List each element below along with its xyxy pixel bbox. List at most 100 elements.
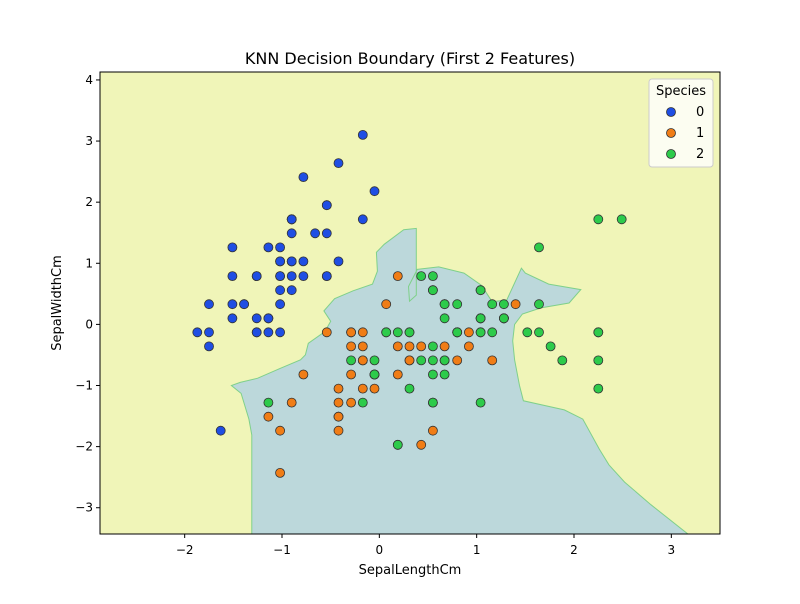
data-point-species-2	[593, 214, 604, 225]
data-point-species-0	[357, 129, 368, 140]
data-point-species-0	[333, 158, 344, 169]
data-point-species-1	[333, 383, 344, 394]
data-point-species-2	[427, 271, 438, 282]
data-point-species-0	[239, 299, 250, 310]
x-axis-label: SepalLengthCm	[359, 563, 462, 578]
data-point-species-2	[357, 397, 368, 408]
data-point-species-0	[251, 327, 262, 338]
y-tick-label: −3	[75, 501, 93, 515]
data-point-species-2	[369, 355, 380, 366]
data-point-species-2	[404, 383, 415, 394]
data-point-species-2	[534, 242, 544, 253]
data-point-species-2	[404, 327, 415, 338]
data-point-species-2	[427, 341, 438, 352]
data-point-species-0	[275, 256, 286, 267]
data-point-species-0	[227, 271, 238, 282]
data-point-species-0	[275, 271, 286, 282]
data-point-species-2	[616, 214, 627, 225]
data-point-species-0	[192, 327, 203, 338]
data-point-species-0	[275, 285, 286, 296]
data-point-species-2	[381, 327, 392, 338]
data-point-species-2	[498, 299, 509, 310]
data-point-species-1	[452, 355, 463, 366]
data-point-species-1	[404, 355, 415, 366]
x-tick-label: −2	[176, 543, 194, 557]
data-point-species-1	[275, 425, 286, 436]
data-point-species-1	[333, 397, 344, 408]
data-point-species-1	[392, 271, 403, 282]
data-point-species-1	[463, 341, 474, 352]
data-point-species-0	[298, 271, 309, 282]
data-point-species-2	[346, 355, 357, 366]
data-point-species-1	[392, 369, 403, 380]
data-point-species-0	[298, 256, 309, 267]
data-point-species-0	[263, 327, 274, 338]
data-point-species-0	[251, 313, 262, 324]
data-point-species-1	[346, 369, 357, 380]
data-point-species-1	[357, 355, 368, 366]
data-point-species-2	[593, 327, 604, 338]
data-point-species-0	[286, 228, 297, 239]
legend-items: 0 1 2	[666, 105, 704, 162]
data-point-species-2	[593, 383, 604, 394]
data-point-species-2	[392, 439, 403, 450]
data-point-species-2	[427, 285, 438, 296]
data-point-species-0	[286, 256, 297, 267]
data-point-species-2	[487, 299, 498, 310]
data-point-species-2	[439, 313, 450, 324]
data-point-species-0	[321, 228, 332, 239]
data-point-species-2	[427, 369, 438, 380]
data-point-species-0	[227, 313, 238, 324]
data-point-species-1	[392, 341, 403, 352]
y-axis-label: SepalWidthCm	[50, 255, 65, 351]
data-point-species-1	[346, 327, 357, 338]
data-point-species-1	[427, 425, 438, 436]
x-tick-label: 0	[376, 543, 384, 557]
data-point-species-2	[369, 369, 380, 380]
data-point-species-1	[439, 341, 450, 352]
legend-label-0: 0	[696, 105, 704, 120]
data-point-species-2	[534, 327, 544, 338]
series-2	[263, 214, 627, 450]
legend-marker-2	[666, 149, 676, 159]
data-point-species-0	[227, 242, 238, 253]
data-point-species-0	[215, 425, 226, 436]
data-point-species-1	[416, 439, 427, 450]
series-0	[192, 129, 380, 436]
y-axis-ticks: −3 −2 −1 0 1 2 3 4	[75, 73, 100, 515]
data-point-species-0	[321, 200, 332, 211]
plot-area	[100, 72, 720, 534]
x-tick-label: 3	[668, 543, 676, 557]
data-point-species-2	[557, 355, 568, 366]
legend-label-1: 1	[696, 126, 704, 141]
data-point-species-2	[416, 355, 427, 366]
data-point-species-0	[275, 327, 286, 338]
data-point-species-1	[416, 341, 427, 352]
data-point-species-2	[392, 327, 403, 338]
data-point-species-2	[545, 341, 556, 352]
y-tick-label: −2	[75, 440, 93, 454]
data-point-species-1	[298, 369, 309, 380]
data-point-species-2	[487, 327, 498, 338]
data-point-species-0	[263, 242, 274, 253]
data-point-species-2	[452, 299, 463, 310]
data-point-species-1	[333, 411, 344, 422]
y-tick-label: 2	[85, 195, 93, 209]
legend-box	[648, 78, 714, 168]
data-point-species-0	[286, 285, 297, 296]
data-point-species-1	[404, 341, 415, 352]
x-tick-label: 1	[473, 543, 481, 557]
data-point-species-2	[475, 397, 486, 408]
data-point-species-2	[475, 327, 486, 338]
y-tick-label: 1	[85, 256, 93, 270]
data-point-species-0	[310, 228, 321, 239]
data-point-species-0	[204, 341, 214, 352]
data-point-species-0	[251, 271, 262, 282]
data-point-species-2	[439, 369, 450, 380]
data-point-species-0	[333, 256, 344, 267]
y-tick-label: −1	[75, 379, 93, 393]
data-point-species-2	[427, 397, 438, 408]
data-point-species-0	[321, 271, 332, 282]
data-point-species-1	[487, 355, 498, 366]
